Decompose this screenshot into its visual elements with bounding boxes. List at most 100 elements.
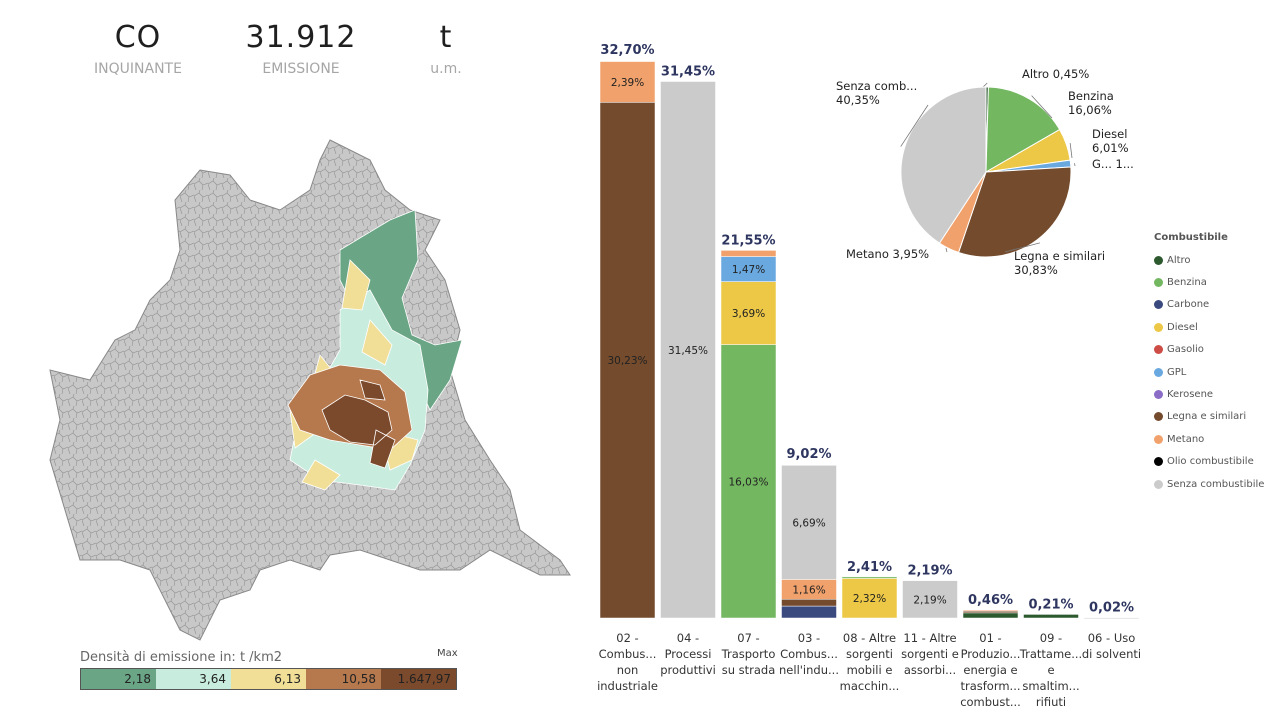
legend-label: Metano bbox=[1167, 433, 1205, 445]
pie-leader-line bbox=[1031, 95, 1053, 119]
pie-slice-label: Altro 0,45% bbox=[1022, 67, 1089, 81]
legend-label: Legna e similari bbox=[1167, 411, 1247, 423]
bar-segment-label: 2,32% bbox=[853, 593, 886, 605]
legend-label: GPL bbox=[1167, 366, 1187, 378]
pie-slice-label: G... 1... bbox=[1092, 157, 1134, 171]
bar-segment-label: 1,16% bbox=[792, 584, 825, 596]
area-max[interactable] bbox=[321, 379, 396, 469]
legend-item[interactable]: Diesel bbox=[1154, 316, 1264, 338]
legend-label: Altro bbox=[1167, 254, 1191, 266]
bar-total-label: 0,21% bbox=[1028, 597, 1073, 612]
bar-segment[interactable] bbox=[841, 578, 898, 619]
x-tick-label: industriale bbox=[597, 679, 658, 693]
bar-segment[interactable] bbox=[962, 612, 1019, 619]
kpi-emission-label: EMISSIONE bbox=[262, 61, 340, 77]
bar-segment[interactable] bbox=[841, 576, 898, 579]
x-tick-label: sorgenti e bbox=[901, 647, 959, 661]
legend-item[interactable]: Kerosene bbox=[1154, 383, 1264, 405]
legend-item[interactable]: Benzina bbox=[1154, 271, 1264, 293]
bar-segment[interactable] bbox=[660, 81, 716, 619]
x-tick-label: macchin... bbox=[840, 679, 900, 693]
bar-segment-label: 1,47% bbox=[732, 264, 765, 276]
pie-leader-line bbox=[1069, 142, 1073, 159]
x-tick-label: Combus... bbox=[780, 647, 838, 661]
legend-label: Kerosene bbox=[1167, 389, 1214, 401]
density-legend-max: Max bbox=[437, 648, 458, 659]
pie-leader-line bbox=[900, 104, 929, 147]
x-tick-label: 02 - bbox=[616, 631, 638, 645]
legend-dot-icon bbox=[1154, 300, 1163, 310]
legend-item[interactable]: Senza combustibile bbox=[1154, 473, 1264, 495]
density-legend: 2,18 3,64 6,13 10,58 1.647,97 bbox=[80, 668, 457, 690]
bar-segment[interactable] bbox=[781, 598, 837, 607]
legend-label: Benzina bbox=[1167, 277, 1207, 289]
region-map[interactable] bbox=[40, 130, 580, 650]
legend-dot-icon bbox=[1154, 278, 1163, 288]
bar-total-label: 2,19% bbox=[907, 564, 952, 579]
bar-total-label: 2,41% bbox=[847, 560, 892, 575]
legend-item[interactable]: Carbone bbox=[1154, 294, 1264, 316]
bar-segment[interactable] bbox=[1083, 617, 1140, 619]
legend-dot-icon bbox=[1154, 367, 1163, 377]
legend-dot-icon bbox=[1154, 345, 1163, 355]
bar-segment[interactable] bbox=[720, 256, 777, 282]
bar-segment[interactable] bbox=[720, 250, 777, 257]
legend-item[interactable]: Metano bbox=[1154, 428, 1264, 450]
bar-total-label: 31,45% bbox=[661, 65, 715, 80]
bar-segment[interactable] bbox=[781, 465, 837, 580]
kpi-unit-label: u.m. bbox=[430, 61, 462, 77]
bar-segment[interactable] bbox=[962, 609, 1019, 612]
legend-label: Carbone bbox=[1167, 299, 1210, 311]
fuel-legend: Combustibile Altro Benzina Carbone Diesel Ga… bbox=[1154, 232, 1264, 495]
legend-dot-icon bbox=[1154, 412, 1163, 422]
x-tick-label: assorbi... bbox=[904, 663, 956, 677]
legend-item[interactable]: Legna e similari bbox=[1154, 406, 1264, 428]
x-tick-label: energia e bbox=[963, 663, 1017, 677]
legend-dot-icon bbox=[1154, 255, 1163, 265]
sector-bar-chart: 30,23% 2,39% 32,70% 02 - Combus... non industr… bbox=[597, 43, 1141, 709]
x-tick-label: trasform... bbox=[960, 679, 1020, 693]
bar-segment[interactable] bbox=[781, 605, 837, 619]
density-bin-4: 1.647,97 bbox=[381, 669, 456, 689]
x-tick-label: non bbox=[617, 663, 639, 677]
x-tick-label: Trasporto bbox=[721, 647, 776, 661]
fuel-legend-title: Combustibile bbox=[1154, 232, 1228, 243]
legend-item[interactable]: GPL bbox=[1154, 361, 1264, 383]
x-tick-label: smaltim... bbox=[1022, 679, 1079, 693]
x-tick-label: combust... bbox=[960, 695, 1021, 709]
x-tick-label: 04 - bbox=[677, 631, 699, 645]
pie-leader-line bbox=[1004, 242, 1040, 253]
bar-segment-label: 2,19% bbox=[913, 594, 946, 606]
bar-segment-label: 16,03% bbox=[728, 476, 768, 488]
legend-item[interactable]: Gasolio bbox=[1154, 339, 1264, 361]
fuel-pie-chart: Altro 0,45% Benzina 16,06% Diesel 6,01% G... … bbox=[836, 67, 1134, 277]
kpi-pollutant-value: CO bbox=[114, 20, 162, 55]
x-tick-label: Combus... bbox=[599, 647, 657, 661]
bar-segment[interactable] bbox=[962, 610, 1019, 614]
pie-leader-line bbox=[945, 247, 948, 253]
bar-segment[interactable] bbox=[902, 580, 958, 619]
pie-slice[interactable] bbox=[985, 86, 1061, 173]
x-tick-label: 01 - bbox=[979, 631, 1001, 645]
x-tick-label: sorgenti bbox=[846, 647, 893, 661]
bar-segment[interactable] bbox=[599, 102, 656, 619]
density-bin-0: 2,18 bbox=[81, 669, 156, 689]
pie-slice[interactable] bbox=[900, 86, 987, 244]
bar-segment[interactable] bbox=[720, 281, 777, 345]
bar-segment[interactable] bbox=[599, 61, 656, 103]
bar-segment-label: 30,23% bbox=[607, 355, 647, 367]
x-tick-label: 09 - bbox=[1040, 631, 1062, 645]
legend-dot-icon bbox=[1154, 390, 1163, 400]
density-legend-title: Densità di emissione in: t /km2 bbox=[80, 650, 283, 665]
pie-slice[interactable] bbox=[957, 166, 1072, 258]
legend-item[interactable]: Altro bbox=[1154, 249, 1264, 271]
legend-dot-icon bbox=[1154, 434, 1163, 444]
density-bin-1: 3,64 bbox=[156, 669, 231, 689]
bar-segment[interactable] bbox=[1023, 614, 1079, 619]
pie-slice-label: Metano 3,95% bbox=[846, 247, 929, 261]
bar-segment[interactable] bbox=[720, 344, 777, 619]
pie-slice-label: Diesel 6,01% bbox=[1092, 127, 1129, 155]
x-tick-label: 08 - Altre bbox=[843, 631, 896, 645]
legend-item[interactable]: Olio combustibile bbox=[1154, 451, 1264, 473]
x-tick-label: 06 - Uso bbox=[1088, 631, 1136, 645]
